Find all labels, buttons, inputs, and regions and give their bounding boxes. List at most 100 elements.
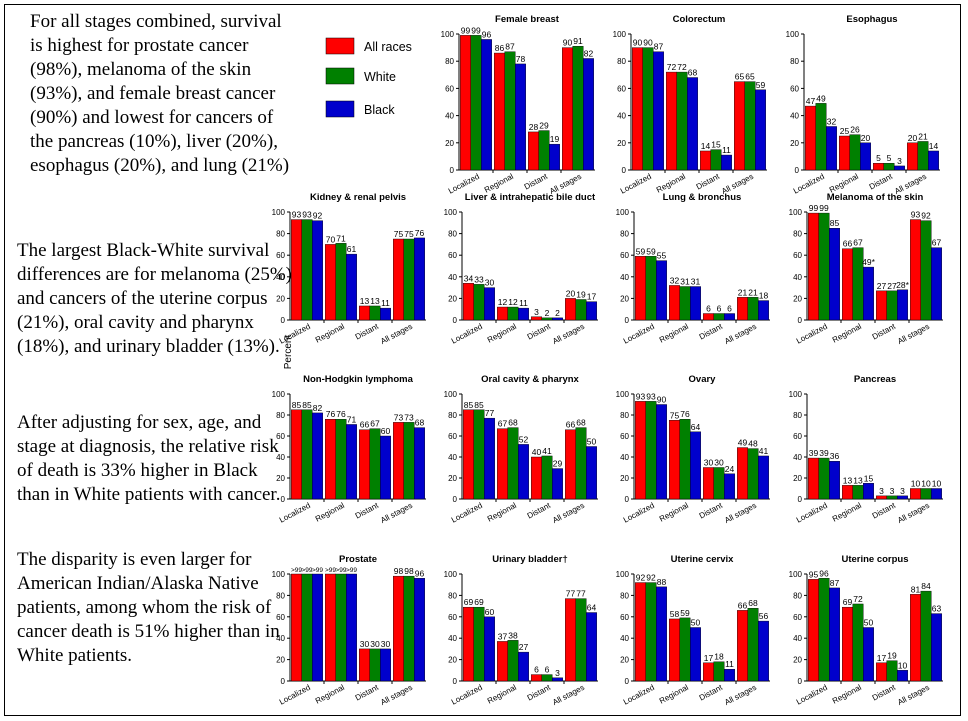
data-label-ovary: 93 [636, 391, 646, 401]
x-tick-label-kidney-renal-pelvis: Regional [314, 322, 346, 345]
bar-lung-bronchus-all-stages-black [758, 300, 769, 321]
y-tick-label-female-breast: 60 [445, 84, 454, 93]
bar-female-breast-all-stages-all-races [562, 47, 573, 171]
data-label-esophagus: 21 [918, 131, 928, 141]
bar-uterine-corpus-all-stages-white [920, 590, 932, 682]
y-tick-label-liver-intrahepatic-bile-duct: 100 [444, 208, 458, 217]
y-tick-label-prostate: 60 [276, 613, 285, 622]
bar-uterine-cervix-regional-white [679, 617, 691, 682]
data-label-melanoma-of-the-skin: 93 [911, 210, 921, 220]
bar-liver-intrahepatic-bile-duct-regional-white [507, 306, 519, 321]
x-tick-label-uterine-corpus: Regional [831, 683, 863, 706]
data-label-kidney-renal-pelvis: 76 [415, 228, 425, 238]
y-tick-label-pancreas: 20 [793, 474, 802, 483]
bar-ovary-distant-black [724, 473, 735, 500]
data-label-kidney-renal-pelvis: 61 [347, 244, 357, 254]
bar-non-hodgkin-lymphoma-distant-all-races [359, 429, 370, 500]
y-tick-label-melanoma-of-the-skin: 0 [798, 316, 803, 325]
data-label-urinary-bladder: 60 [485, 607, 495, 617]
data-label-urinary-bladder: 3 [555, 668, 560, 678]
bar-uterine-cervix-regional-all-races [669, 618, 680, 682]
x-tick-label-ovary: Localized [622, 501, 656, 525]
bar-female-breast-all-stages-black [583, 58, 594, 171]
x-tick-label-uterine-cervix: All stages [723, 683, 758, 707]
bar-oral-cavity-pharynx-regional-black [518, 444, 529, 500]
data-label-uterine-corpus: 84 [921, 581, 931, 591]
x-tick-label-ovary: Regional [658, 501, 690, 524]
bar-urinary-bladder-localized-black [484, 616, 495, 682]
data-label-uterine-corpus: 19 [887, 651, 897, 661]
bar-urinary-bladder-all-stages-all-races [565, 598, 576, 682]
summary-paragraph-highest-lowest: For all stages combined, survival is hig… [30, 11, 290, 176]
data-label-uterine-cervix: 56 [759, 611, 769, 621]
x-tick-label-oral-cavity-pharynx: Regional [486, 501, 518, 524]
bar-pancreas-all-stages-white [920, 488, 932, 500]
data-label-ovary: 49 [738, 438, 748, 448]
y-tick-label-kidney-renal-pelvis: 60 [276, 251, 285, 260]
data-label-non-hodgkin-lymphoma: 60 [381, 426, 391, 436]
x-tick-label-ovary: Distant [698, 500, 725, 520]
data-label-melanoma-of-the-skin: 85 [830, 218, 840, 228]
bar-colorectum-regional-all-races [666, 71, 677, 171]
data-label-female-breast: 29 [539, 121, 549, 131]
y-tick-label-kidney-renal-pelvis: 20 [276, 294, 285, 303]
data-label-colorectum: 15 [711, 140, 721, 150]
bar-melanoma-of-the-skin-regional-all-races [842, 248, 853, 321]
data-label-oral-cavity-pharynx: 77 [485, 408, 495, 418]
bar-liver-intrahepatic-bile-duct-distant-white [541, 317, 553, 321]
data-label-uterine-corpus: 69 [843, 597, 853, 607]
y-tick-label-pancreas: 60 [793, 432, 802, 441]
x-tick-label-female-breast: Distant [523, 171, 550, 191]
data-label-lung-bronchus: 31 [680, 277, 690, 287]
bar-melanoma-of-the-skin-localized-black [829, 227, 840, 321]
bar-kidney-renal-pelvis-distant-white [369, 305, 381, 321]
bar-oral-cavity-pharynx-all-stages-white [575, 427, 587, 500]
data-label-lung-bronchus: 21 [738, 287, 748, 297]
panel-title-pancreas: Pancreas [854, 374, 896, 385]
x-tick-label-urinary-bladder: All stages [551, 683, 586, 707]
bar-colorectum-localized-white [642, 47, 654, 171]
bar-esophagus-distant-white [883, 162, 895, 171]
panel-title-non-hodgkin-lymphoma: Non-Hodgkin lymphoma [303, 374, 413, 385]
y-tick-label-esophagus: 40 [790, 112, 799, 121]
bar-kidney-renal-pelvis-localized-all-races [291, 219, 302, 321]
bar-lung-bronchus-distant-all-races [703, 313, 714, 321]
legend-swatch-black [325, 100, 355, 118]
y-tick-label-female-breast: 40 [445, 112, 454, 121]
data-label-melanoma-of-the-skin: 99 [809, 203, 819, 213]
bar-ovary-all-stages-all-races [737, 447, 748, 500]
y-tick-label-melanoma-of-the-skin: 100 [789, 208, 803, 217]
bar-liver-intrahepatic-bile-duct-regional-all-races [497, 306, 508, 321]
x-tick-label-liver-intrahepatic-bile-duct: Distant [526, 321, 553, 341]
bar-prostate-distant-all-races [359, 648, 370, 682]
bar-ovary-localized-all-races [635, 401, 646, 500]
bar-uterine-corpus-distant-white [886, 660, 898, 682]
x-tick-label-oral-cavity-pharynx: Distant [526, 500, 553, 520]
bar-female-breast-regional-black [515, 63, 526, 171]
bar-ovary-all-stages-white [747, 448, 759, 500]
bar-kidney-renal-pelvis-regional-black [346, 253, 357, 321]
bar-pancreas-regional-white [852, 485, 864, 500]
data-label-prostate: 30 [370, 639, 380, 649]
bar-liver-intrahepatic-bile-duct-localized-white [473, 284, 485, 321]
y-tick-label-ovary: 20 [620, 474, 629, 483]
y-tick-label-melanoma-of-the-skin: 80 [793, 230, 802, 239]
data-label-kidney-renal-pelvis: 75 [394, 229, 404, 239]
data-label-uterine-cervix: 92 [636, 573, 646, 583]
data-label-pancreas: 13 [843, 475, 853, 485]
bar-prostate-regional-all-races [325, 573, 336, 682]
bar-ovary-localized-white [645, 401, 657, 500]
x-tick-label-liver-intrahepatic-bile-duct: Localized [450, 322, 484, 346]
bar-uterine-cervix-localized-black [656, 586, 667, 682]
y-tick-label-esophagus: 0 [795, 166, 800, 175]
data-label-colorectum: 11 [722, 145, 731, 155]
data-label-uterine-cervix: 88 [657, 577, 667, 587]
data-label-oral-cavity-pharynx: 85 [474, 400, 484, 410]
data-label-colorectum: 65 [745, 72, 755, 82]
data-label-non-hodgkin-lymphoma: 71 [347, 414, 357, 424]
bar-prostate-distant-black [380, 648, 391, 682]
data-label-uterine-cervix: 17 [704, 653, 714, 663]
bar-kidney-renal-pelvis-regional-white [335, 243, 347, 321]
bar-colorectum-localized-all-races [632, 47, 643, 171]
x-tick-label-kidney-renal-pelvis: Distant [354, 321, 381, 341]
